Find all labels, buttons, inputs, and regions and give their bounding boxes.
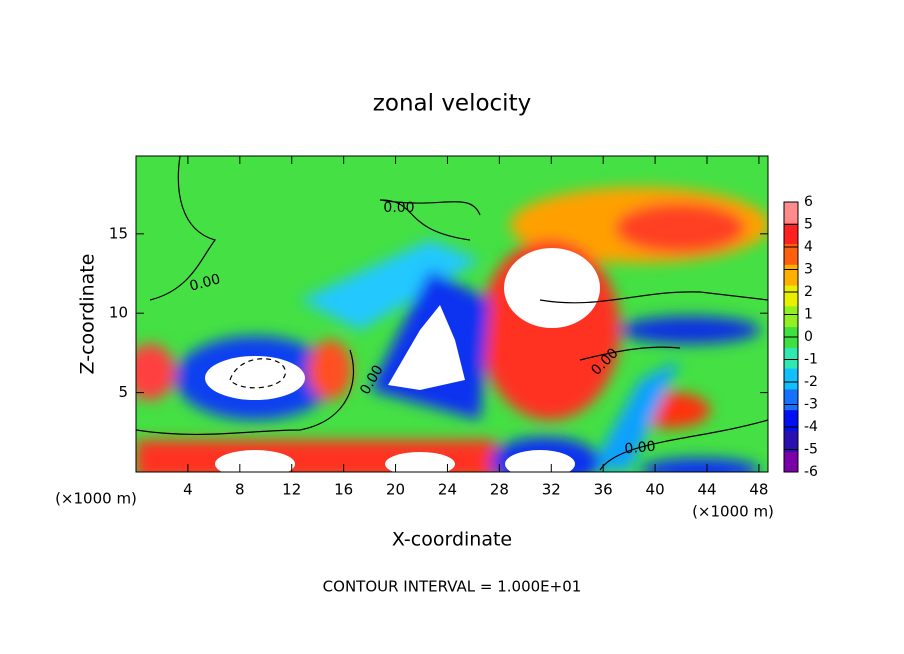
colorbar-tick-label: 2 [804, 284, 813, 300]
x-tick-label: 16 [334, 481, 353, 499]
colorbar-swatch [784, 347, 798, 369]
colorbar-tick-label: -5 [804, 442, 818, 458]
contour-label: 0.00 [188, 271, 222, 295]
colorbar-swatch [784, 264, 798, 286]
colorbar-tick-label: -3 [804, 397, 818, 413]
colorbar-tick-label: -1 [804, 352, 818, 368]
colorbar-swatch [784, 305, 798, 328]
colorbar-swatch [784, 285, 798, 307]
x-tick-label: 48 [749, 481, 768, 499]
x-tick-label: 36 [594, 481, 613, 499]
colorbar-tick-label: -2 [804, 374, 818, 390]
y-unit-label: (×1000 m) [55, 490, 137, 508]
x-tick-label: 12 [282, 481, 301, 499]
x-unit-label: (×1000 m) [692, 503, 774, 521]
field [136, 156, 768, 472]
colorbar-swatch [784, 430, 798, 452]
x-tick-label: 20 [386, 481, 405, 499]
x-tick-label: 4 [183, 481, 193, 499]
plot-frame [135, 155, 769, 473]
colorbar-tick-label: 5 [804, 217, 813, 233]
colorbar-swatch [784, 409, 798, 431]
colorbar-swatch [784, 243, 798, 265]
colorbar-tick-label: -4 [804, 419, 818, 435]
colorbar-swatch [784, 202, 798, 224]
colorbar-tick-label: 6 [804, 194, 813, 210]
x-tick-label: 28 [490, 481, 509, 499]
contour-label: 0.00 [383, 200, 414, 216]
footer: CONTOUR INTERVAL = 1.000E+01 [323, 578, 582, 596]
y-tick-label: 5 [118, 383, 128, 401]
y-tick-label: 10 [109, 304, 128, 322]
x-tick-label: 40 [646, 481, 665, 499]
colorbar-tick-label: -6 [804, 464, 818, 480]
x-axis-label: X-coordinate [392, 529, 512, 551]
colorbar-swatch [784, 388, 798, 411]
colorbar-tick-label: 4 [804, 239, 813, 255]
colorbar-tick-label: 1 [804, 307, 813, 323]
colorbar-swatch [784, 451, 798, 473]
y-tick-label: 15 [109, 224, 128, 242]
x-tick-label: 44 [697, 481, 716, 499]
x-tick-label: 8 [235, 481, 245, 499]
chart-title: zonal velocity [373, 91, 531, 117]
x-tick-label: 24 [438, 481, 457, 499]
colorbar-swatch [784, 368, 798, 390]
y-axis-label: Z-coordinate [77, 254, 99, 375]
colorbar-tick-label: 0 [804, 329, 813, 345]
colorbar-tick-label: 3 [804, 262, 813, 278]
contour-label: 0.00 [624, 439, 656, 458]
colorbar-swatch [784, 222, 798, 245]
x-tick-label: 32 [542, 481, 561, 499]
